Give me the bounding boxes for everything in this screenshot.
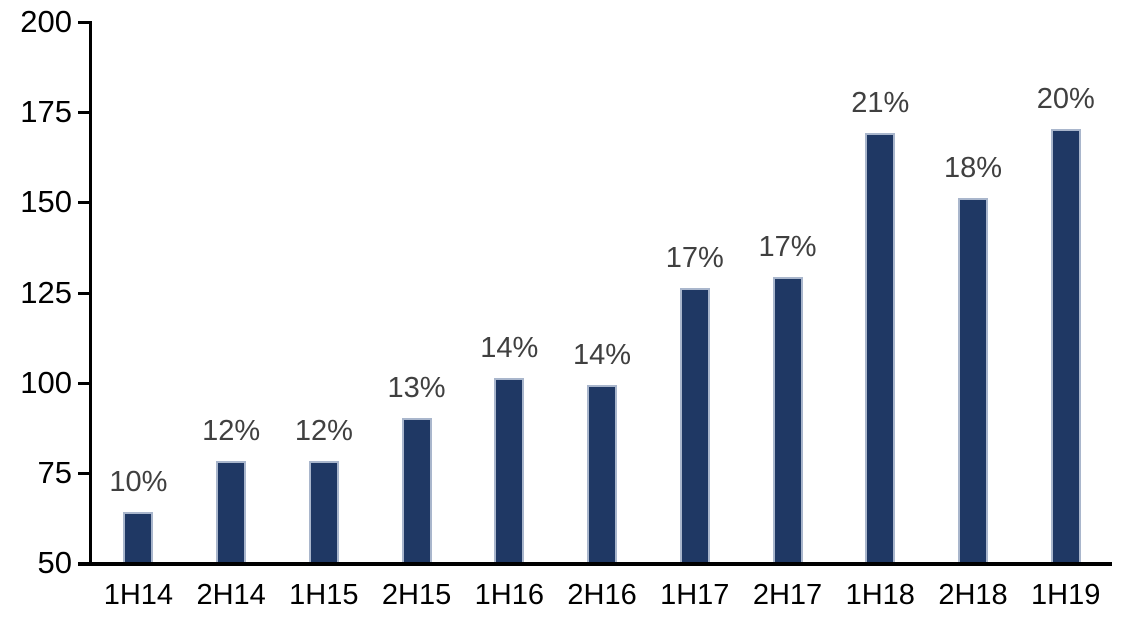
bar-group-2h16: 14% [556,22,649,562]
bar-value-label: 13% [387,371,446,404]
y-axis-tick-label: 150 [20,184,72,220]
y-axis-tick-mark [78,562,90,565]
y-axis-tick-mark [78,291,90,295]
bar-group-1h14: 10% [92,22,185,562]
x-axis-tick-label: 2H18 [938,579,1008,611]
y-axis-tick-mark [78,381,90,385]
bar-value-label: 18% [943,151,1002,184]
x-axis-labels: 1H14 2H14 1H15 2H15 1H16 2H16 1H17 2H17 1H18 2H18… [92,578,1112,612]
bar [957,197,988,562]
y-axis-tick-label: 125 [20,274,72,310]
bar-group-2h17: 17% [741,22,834,562]
bar [494,378,525,562]
bar-group-1h18: 21% [834,22,927,562]
y-axis-tick-mark [78,471,90,475]
bar [1050,129,1081,562]
bar-group-1h17: 17% [648,22,741,562]
y-axis-line [89,21,92,566]
bar [679,287,710,562]
y-axis-tick-mark [78,21,90,24]
bar-group-1h16: 14% [463,22,556,562]
bar [401,417,432,562]
bar-group-1h19: 20% [1019,22,1112,562]
x-axis-tick-label: 2H17 [752,579,823,611]
bar-value-label: 14% [573,339,632,372]
bar-value-label: 10% [109,465,168,498]
x-axis-tick-label: 1H16 [474,579,544,611]
bar [216,461,247,562]
bar [123,511,154,562]
plot-area: 10% 12% 12% 13% 14% 14% 17% 17% 21% 18% 20% [92,22,1112,562]
y-axis-tick-mark [78,201,90,205]
x-axis-tick-label: 2H14 [196,579,266,611]
bar-value-label: 21% [851,86,910,119]
bar [308,461,339,562]
bar-group-2h18: 18% [927,22,1020,562]
bar [587,385,618,562]
bar [772,277,803,562]
bar-value-label: 20% [1036,83,1095,116]
y-axis-tick-label: 175 [20,94,72,130]
x-axis-tick-label: 1H15 [289,579,359,611]
y-axis-tick-label: 50 [37,545,72,580]
bar-value-label: 17% [665,241,724,274]
bar [865,132,896,562]
bar-value-label: 14% [480,332,539,365]
bar-group-1h15: 12% [277,22,370,562]
y-axis-tick-label: 200 [20,4,72,39]
bar-value-label: 17% [758,231,817,264]
x-axis-line [78,562,1112,566]
bar-group-2h14: 12% [185,22,278,562]
bar-value-label: 12% [294,415,353,448]
x-axis-tick-label: 1H18 [845,579,915,611]
x-axis-tick-label: 2H16 [567,579,637,611]
y-axis-tick-label: 75 [37,454,72,490]
bar-group-2h15: 13% [370,22,463,562]
x-axis-tick-label: 1H14 [103,579,174,611]
x-axis-tick-label: 2H15 [381,579,452,611]
y-axis-tick-label: 100 [20,364,72,400]
y-axis-tick-mark [78,111,90,115]
x-axis-tick-label: 1H19 [1031,579,1101,611]
bar-value-label: 12% [202,415,261,448]
x-axis-tick-label: 1H17 [660,579,730,611]
